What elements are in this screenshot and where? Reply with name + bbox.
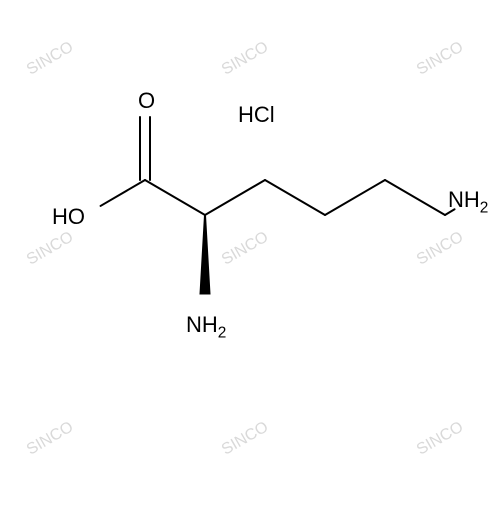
atom-label-HO: HO: [52, 204, 85, 230]
atom-label-HCl: HCl: [238, 102, 275, 128]
molecule-canvas: OHONH2NH2HCl SINCOSINCOSINCOSINCOSINCOSI…: [0, 0, 500, 500]
bond-layer: [0, 0, 500, 500]
atom-label-NH2_t: NH2: [448, 187, 488, 217]
atom-label-NH2_a: NH2: [186, 312, 226, 342]
atom-label-O_dbl: O: [138, 88, 155, 114]
